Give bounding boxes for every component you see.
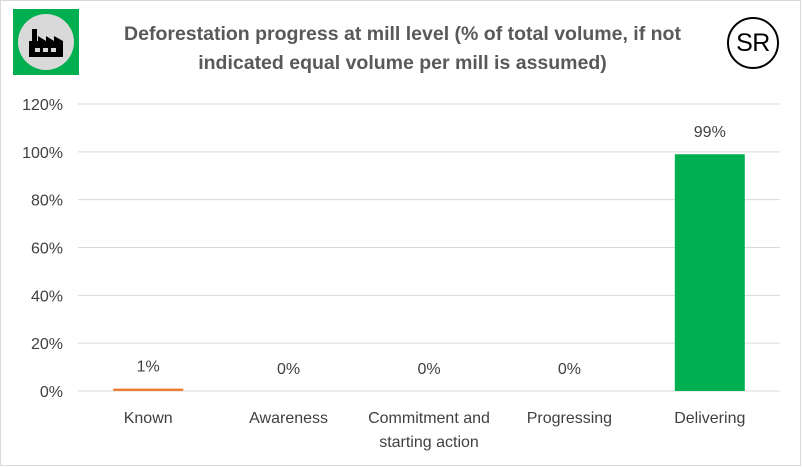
y-tick-label: 80% — [31, 193, 63, 210]
logo-badge — [13, 9, 79, 75]
bars — [113, 154, 745, 391]
y-tick-label: 20% — [31, 336, 63, 353]
data-label: 99% — [694, 124, 726, 141]
data-label: 1% — [137, 359, 160, 376]
x-tick-label: starting action — [379, 434, 479, 451]
y-tick-label: 120% — [22, 97, 63, 114]
bar — [674, 154, 745, 391]
x-tick-label: Commitment and — [368, 410, 490, 427]
x-tick-label: Known — [124, 410, 173, 427]
factory-icon — [29, 29, 63, 57]
sr-badge: SR — [727, 17, 779, 69]
data-label: 0% — [277, 361, 300, 378]
x-tick-label: Awareness — [249, 410, 328, 427]
data-label: 0% — [558, 361, 581, 378]
y-tick-label: 60% — [31, 241, 63, 258]
gridlines — [78, 103, 780, 392]
x-tick-label: Delivering — [674, 410, 745, 427]
x-axis-ticks: Known Awareness Commitment and starting act… — [124, 410, 746, 451]
y-tick-label: 40% — [31, 288, 63, 305]
data-labels: 1% 0% 0% 0% 99% — [137, 124, 726, 378]
chart-title: Deforestation progress at mill level (% … — [124, 23, 681, 74]
bar — [113, 388, 184, 391]
y-axis-ticks: 0% 20% 40% 60% 80% 100% 120% — [22, 97, 63, 401]
logo-circle — [18, 14, 74, 70]
y-tick-label: 0% — [40, 384, 63, 401]
data-label: 0% — [417, 361, 440, 378]
x-tick-label: Progressing — [527, 410, 612, 427]
y-tick-label: 100% — [22, 145, 63, 162]
